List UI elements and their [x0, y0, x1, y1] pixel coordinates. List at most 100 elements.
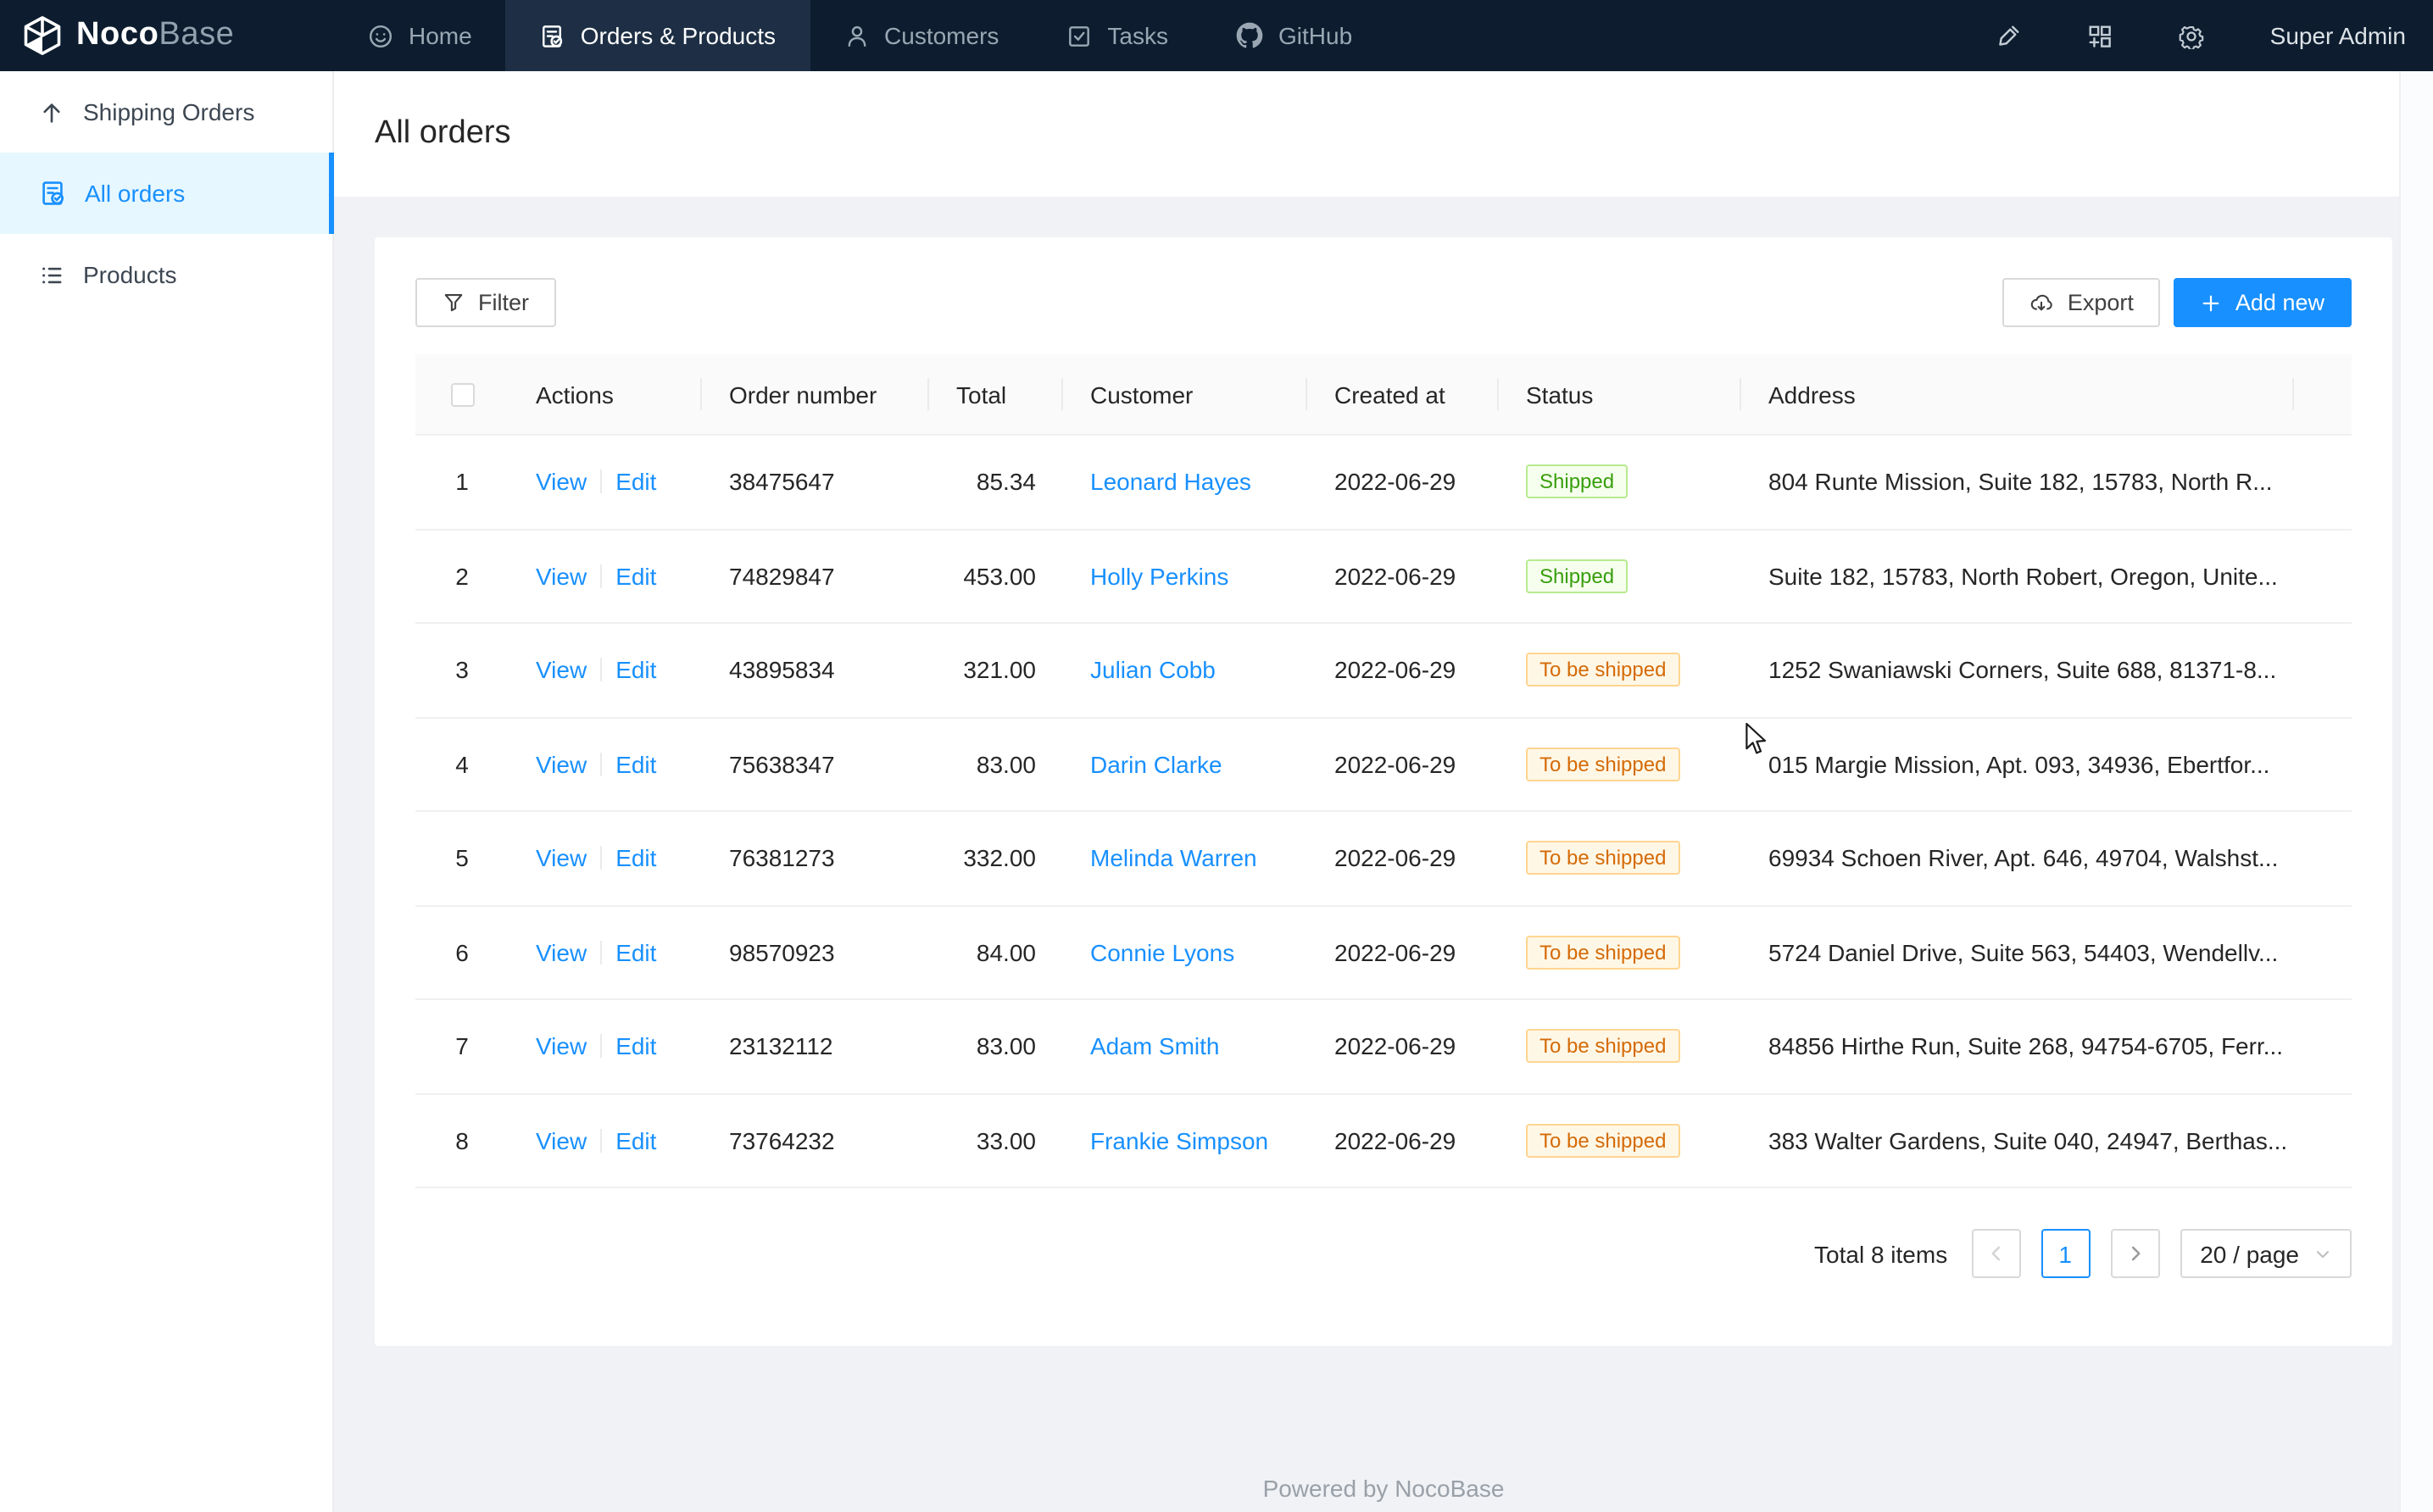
settings-gear-icon[interactable] [2179, 23, 2204, 48]
top-menu-item-orders-products[interactable]: Orders & Products [506, 0, 810, 71]
user-menu[interactable]: Super Admin [2270, 22, 2406, 49]
address-cell: 5724 Daniel Drive, Suite 563, 54403, Wen… [1741, 939, 2294, 966]
cloud-download-icon [2030, 291, 2054, 314]
order-number-cell: 38475647 [702, 469, 929, 496]
row-index: 2 [455, 563, 469, 590]
export-button[interactable]: Export [2003, 278, 2161, 327]
top-menu-label: Customers [884, 22, 999, 49]
actions-divider [600, 847, 602, 870]
column-header-actions: Actions [509, 354, 702, 434]
edit-link[interactable]: Edit [615, 1127, 656, 1154]
page-size-value: 20 / page [2200, 1240, 2299, 1267]
customer-link[interactable]: Melinda Warren [1090, 845, 1257, 872]
address-cell: 1252 Swaniawski Corners, Suite 688, 8137… [1741, 657, 2294, 684]
table-header-row: Actions Order number Total Customer Crea… [415, 354, 2352, 436]
sidebar-item-label: Products [83, 261, 177, 288]
status-cell: To be shipped [1499, 842, 1741, 876]
status-cell: To be shipped [1499, 1124, 1741, 1158]
table-row: 7 ViewEdit 23132112 83.00 Adam Smith 202… [415, 1000, 2352, 1094]
top-navbar-right: Super Admin [1996, 0, 2433, 71]
column-header-total: Total [929, 354, 1063, 434]
sidebar-item-products[interactable]: Products [0, 234, 332, 315]
view-link[interactable]: View [536, 469, 587, 496]
edit-link[interactable]: Edit [615, 939, 656, 966]
view-link[interactable]: View [536, 1033, 587, 1060]
smiley-icon [368, 23, 393, 48]
edit-link[interactable]: Edit [615, 563, 656, 590]
sidebar-item-label: Shipping Orders [83, 98, 254, 125]
list-icon [39, 262, 64, 287]
row-index-cell: 8 [415, 1127, 509, 1154]
edit-link[interactable]: Edit [615, 657, 656, 684]
table-row: 2 ViewEdit 74829847 453.00 Holly Perkins… [415, 530, 2352, 624]
view-link[interactable]: View [536, 1127, 587, 1154]
actions-cell: View Edit [509, 845, 702, 872]
row-index: 1 [455, 469, 469, 496]
actions-divider [600, 1129, 602, 1153]
brand-name-bold: Noco [76, 17, 159, 53]
main-area: All orders Filter [334, 71, 2433, 1512]
pagination-next-button[interactable] [2110, 1229, 2159, 1278]
view-link[interactable]: View [536, 657, 587, 684]
status-badge: To be shipped [1526, 1124, 1679, 1158]
row-index: 3 [455, 657, 469, 684]
customer-cell: Connie Lyons [1063, 939, 1307, 966]
total-cell: 332.00 [929, 845, 1063, 872]
edit-link[interactable]: Edit [615, 1033, 656, 1060]
customer-cell: Melinda Warren [1063, 845, 1307, 872]
add-new-button[interactable]: Add new [2174, 278, 2352, 327]
vertical-scrollbar[interactable] [2399, 71, 2433, 1512]
total-cell: 321.00 [929, 657, 1063, 684]
order-document-icon [540, 23, 565, 48]
pagination-page-1[interactable]: 1 [2040, 1229, 2090, 1278]
top-menu-label: Home [409, 22, 472, 49]
customer-link[interactable]: Frankie Simpson [1090, 1127, 1268, 1154]
brand-name: NocoBase [76, 17, 234, 54]
address-cell: 804 Runte Mission, Suite 182, 15783, Nor… [1741, 469, 2294, 496]
chevron-down-icon [2314, 1245, 2331, 1262]
filter-button[interactable]: Filter [415, 278, 556, 327]
created-at-cell: 2022-06-29 [1307, 1127, 1499, 1154]
brand-name-light: Base [159, 17, 234, 53]
nocobase-logo[interactable]: NocoBase [0, 0, 334, 71]
customer-link[interactable]: Darin Clarke [1090, 751, 1222, 778]
customer-link[interactable]: Julian Cobb [1090, 657, 1216, 684]
actions-cell: View Edit [509, 1033, 702, 1060]
view-link[interactable]: View [536, 939, 587, 966]
status-badge: To be shipped [1526, 653, 1679, 687]
sidebar-item-shipping-orders[interactable]: Shipping Orders [0, 71, 332, 153]
filter-funnel-icon [443, 292, 465, 314]
edit-link[interactable]: Edit [615, 845, 656, 872]
ui-editor-highlighter-icon[interactable] [1996, 23, 2021, 48]
customer-link[interactable]: Adam Smith [1090, 1033, 1220, 1060]
top-menu-label: Tasks [1107, 22, 1168, 49]
top-menu-item-tasks[interactable]: Tasks [1033, 0, 1202, 71]
page-size-select[interactable]: 20 / page [2180, 1229, 2352, 1278]
check-square-icon [1066, 23, 1092, 48]
edit-link[interactable]: Edit [615, 469, 656, 496]
edit-link[interactable]: Edit [615, 751, 656, 778]
customer-link[interactable]: Connie Lyons [1090, 939, 1234, 966]
pagination: Total 8 items 1 20 / page [415, 1229, 2352, 1278]
plugin-blocks-icon[interactable] [2087, 23, 2113, 48]
select-all-checkbox[interactable] [450, 382, 474, 406]
table-toolbar: Filter Export Add [415, 278, 2352, 327]
view-link[interactable]: View [536, 563, 587, 590]
sidebar-item-all-orders[interactable]: All orders [0, 153, 332, 234]
view-link[interactable]: View [536, 751, 587, 778]
chevron-right-icon [2125, 1244, 2144, 1263]
pagination-prev-button[interactable] [1971, 1229, 2020, 1278]
view-link[interactable]: View [536, 845, 587, 872]
order-number-cell: 76381273 [702, 845, 929, 872]
created-at-cell: 2022-06-29 [1307, 563, 1499, 590]
customer-link[interactable]: Holly Perkins [1090, 563, 1228, 590]
top-menu-item-customers[interactable]: Customers [810, 0, 1033, 71]
status-cell: To be shipped [1499, 653, 1741, 687]
top-menu-item-home[interactable]: Home [334, 0, 506, 71]
customer-link[interactable]: Leonard Hayes [1090, 469, 1251, 496]
top-menu-item-github[interactable]: GitHub [1202, 0, 1386, 71]
status-cell: To be shipped [1499, 936, 1741, 970]
export-button-label: Export [2068, 290, 2134, 315]
row-index: 8 [455, 1127, 469, 1154]
address-cell: 84856 Hirthe Run, Suite 268, 94754-6705,… [1741, 1033, 2294, 1060]
